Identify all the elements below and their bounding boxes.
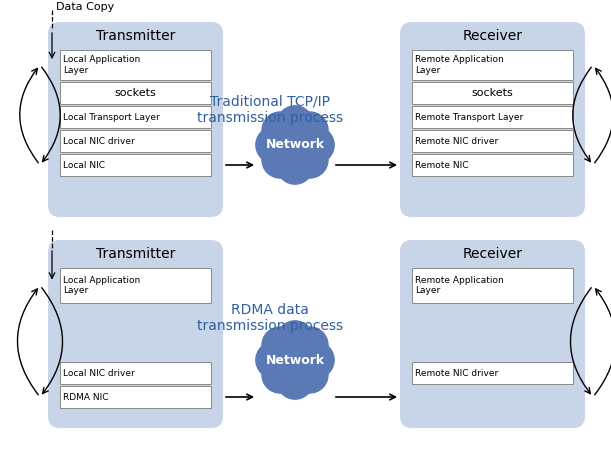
Text: Local NIC: Local NIC [63, 161, 105, 170]
Bar [412, 362, 573, 384]
FancyBboxPatch shape [400, 22, 585, 217]
Text: RDMA NIC: RDMA NIC [63, 392, 109, 401]
Bar [412, 130, 573, 152]
Circle shape [275, 125, 315, 165]
Text: Local NIC driver: Local NIC driver [63, 136, 135, 145]
Bar [60, 268, 211, 303]
Bar [60, 386, 211, 408]
Bar [60, 82, 211, 104]
FancyBboxPatch shape [400, 240, 585, 428]
Circle shape [291, 356, 328, 393]
Bar [412, 82, 573, 104]
Text: Local NIC driver: Local NIC driver [63, 369, 135, 378]
Circle shape [298, 342, 334, 378]
Circle shape [298, 127, 334, 163]
Text: Remote NIC driver: Remote NIC driver [415, 369, 498, 378]
Bar [60, 154, 211, 176]
Circle shape [262, 356, 298, 393]
Circle shape [291, 142, 328, 178]
Bar [412, 50, 573, 80]
Circle shape [275, 340, 315, 380]
Circle shape [277, 148, 313, 184]
Text: Local Application
Layer: Local Application Layer [63, 276, 141, 295]
Circle shape [291, 112, 328, 148]
Bar [412, 106, 573, 128]
Text: Receiver: Receiver [463, 247, 522, 261]
Text: Remote Transport Layer: Remote Transport Layer [415, 112, 523, 122]
Text: Remote NIC: Remote NIC [415, 161, 469, 170]
Text: Remote Application
Layer: Remote Application Layer [415, 276, 503, 295]
Text: Data Copy: Data Copy [56, 2, 114, 12]
Text: Transmitter: Transmitter [96, 247, 175, 261]
Circle shape [262, 327, 298, 364]
Circle shape [262, 142, 298, 178]
Bar [60, 50, 211, 80]
Bar [60, 106, 211, 128]
Bar [412, 268, 573, 303]
Text: sockets: sockets [472, 88, 513, 98]
Circle shape [262, 112, 298, 148]
Circle shape [277, 106, 313, 142]
Circle shape [256, 342, 292, 378]
Text: RDMA data
transmission process: RDMA data transmission process [197, 303, 343, 333]
Circle shape [256, 127, 292, 163]
Bar [60, 130, 211, 152]
Text: Traditional TCP/IP
transmission process: Traditional TCP/IP transmission process [197, 95, 343, 125]
FancyBboxPatch shape [48, 22, 223, 217]
Text: Remote Application
Layer: Remote Application Layer [415, 55, 503, 75]
Circle shape [277, 321, 313, 357]
Text: Remote NIC driver: Remote NIC driver [415, 136, 498, 145]
Text: Receiver: Receiver [463, 29, 522, 43]
Bar [412, 154, 573, 176]
Text: sockets: sockets [115, 88, 156, 98]
Text: Local Application
Layer: Local Application Layer [63, 55, 141, 75]
Text: Local Transport Layer: Local Transport Layer [63, 112, 159, 122]
FancyBboxPatch shape [48, 240, 223, 428]
Text: Transmitter: Transmitter [96, 29, 175, 43]
Circle shape [291, 327, 328, 364]
Circle shape [277, 363, 313, 399]
Text: Network: Network [265, 139, 324, 152]
Text: Network: Network [265, 354, 324, 366]
Bar [60, 362, 211, 384]
